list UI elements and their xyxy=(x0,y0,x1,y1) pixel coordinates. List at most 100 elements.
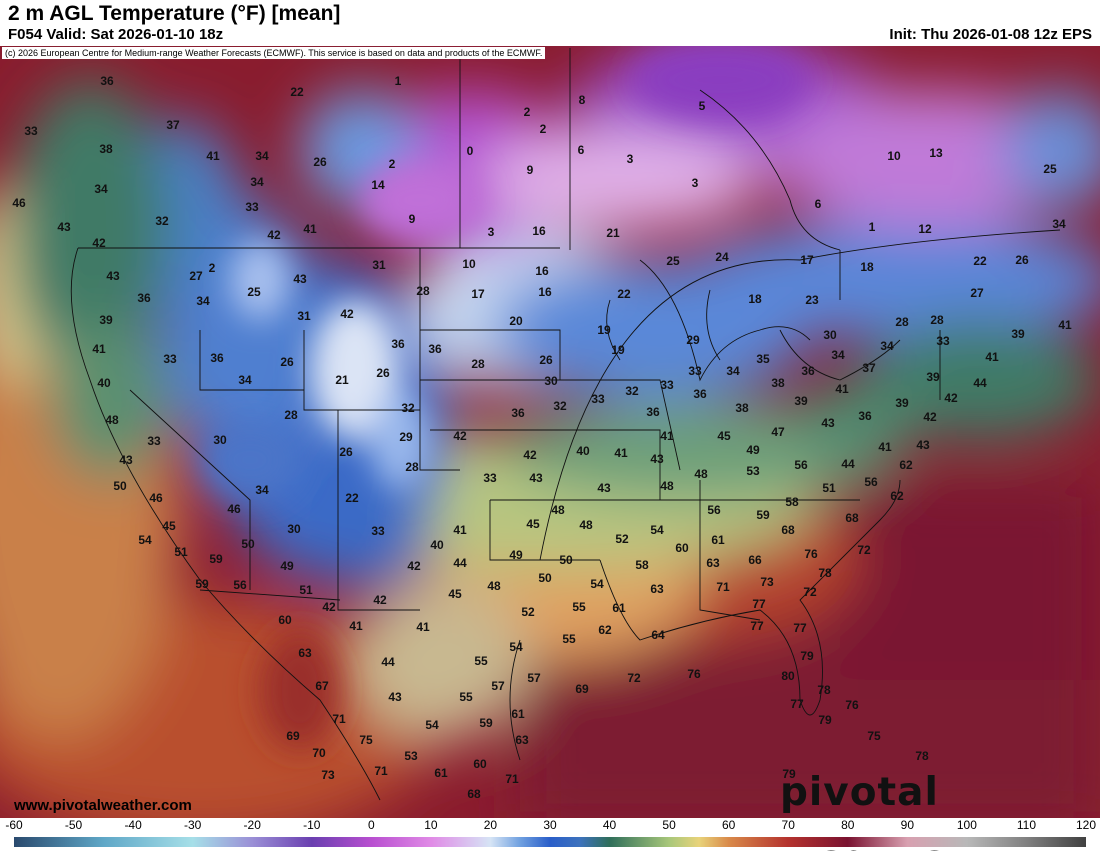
temp-value: 50 xyxy=(538,571,552,585)
temp-value: 1 xyxy=(394,74,402,88)
temperature-map[interactable] xyxy=(0,46,1100,818)
website-link[interactable]: www.pivotalweather.com xyxy=(14,797,192,814)
temp-value: 33 xyxy=(660,378,674,392)
temperature-detail xyxy=(200,46,810,750)
temp-value: 60 xyxy=(675,541,689,555)
temp-value: 42 xyxy=(453,429,467,443)
temp-value: 43 xyxy=(916,438,930,452)
temp-value: 58 xyxy=(635,558,649,572)
colorbar-tick-label: -30 xyxy=(183,818,202,832)
temp-value: 75 xyxy=(867,729,881,743)
temp-value: 71 xyxy=(374,764,388,778)
temp-value: 28 xyxy=(416,284,430,298)
temp-value: 31 xyxy=(372,258,386,272)
temp-value: 75 xyxy=(359,733,373,747)
temp-value: 34 xyxy=(250,175,264,189)
temp-value: 30 xyxy=(823,328,837,342)
temp-value: 39 xyxy=(895,396,909,410)
temp-value: 56 xyxy=(794,458,808,472)
temp-value: 72 xyxy=(857,543,871,557)
temp-value: 51 xyxy=(822,481,836,495)
temp-value: 28 xyxy=(471,357,485,371)
temp-value: 59 xyxy=(479,716,493,730)
colorbar-tick-label: 10 xyxy=(424,818,438,832)
temp-value: 54 xyxy=(590,577,604,591)
temp-value: 41 xyxy=(303,222,317,236)
temp-value: 38 xyxy=(771,376,785,390)
temp-value: 56 xyxy=(864,475,878,489)
temp-value: 43 xyxy=(119,453,133,467)
temp-value: 47 xyxy=(771,425,785,439)
colorbar-tick-label: -40 xyxy=(124,818,142,832)
temp-value: 16 xyxy=(535,264,549,278)
colorbar-tick-label: 100 xyxy=(956,818,977,832)
temp-value: 39 xyxy=(926,370,940,384)
temp-value: 48 xyxy=(551,503,565,517)
temp-value: 61 xyxy=(711,533,725,547)
temp-value: 27 xyxy=(970,286,984,300)
temp-value: 39 xyxy=(99,313,113,327)
temp-value: 57 xyxy=(527,671,541,685)
temp-value: 46 xyxy=(12,196,26,210)
temp-value: 43 xyxy=(529,471,543,485)
temp-value: 55 xyxy=(572,600,586,614)
temp-value: 36 xyxy=(210,351,224,365)
colorbar-tick-label: -50 xyxy=(64,818,83,832)
temp-value: 42 xyxy=(944,391,958,405)
temp-value: 20 xyxy=(509,314,523,328)
temp-value: 48 xyxy=(105,413,119,427)
temp-value: 42 xyxy=(523,448,537,462)
temp-value: 25 xyxy=(247,285,261,299)
temp-value: 43 xyxy=(388,690,402,704)
temp-value: 42 xyxy=(267,228,281,242)
colorbar-tick-label: -60 xyxy=(5,818,23,832)
temp-value: 19 xyxy=(597,323,611,337)
temp-value: 72 xyxy=(627,671,641,685)
temp-value: 78 xyxy=(818,566,832,580)
temp-value: 43 xyxy=(293,272,307,286)
temp-value: 59 xyxy=(195,577,209,591)
temp-value: 34 xyxy=(238,373,252,387)
colorbar-strip xyxy=(14,837,1086,847)
temp-value: 30 xyxy=(213,433,227,447)
temp-value: 78 xyxy=(817,683,831,697)
temp-value: 71 xyxy=(332,712,346,726)
temp-value: 49 xyxy=(746,443,760,457)
temp-value: 35 xyxy=(756,352,770,366)
temp-value: 30 xyxy=(287,522,301,536)
temp-value: 78 xyxy=(915,749,929,763)
temp-value: 32 xyxy=(553,399,567,413)
temperature-field xyxy=(0,46,1100,818)
colorbar-tick-label: 0 xyxy=(367,818,375,832)
temp-value: 43 xyxy=(57,220,71,234)
temp-value: 39 xyxy=(794,394,808,408)
temp-value: 32 xyxy=(401,401,415,415)
colorbar-tick-label: 40 xyxy=(602,818,617,832)
temp-value: 62 xyxy=(890,489,904,503)
temp-value: 41 xyxy=(92,342,106,356)
temp-value: 71 xyxy=(716,580,730,594)
temp-value: 73 xyxy=(760,575,774,589)
colorbar-tick-label: -20 xyxy=(243,818,261,832)
temp-value: 72 xyxy=(803,585,817,599)
temp-value: 41 xyxy=(985,350,999,364)
boundaries xyxy=(70,48,1061,801)
temp-value: 41 xyxy=(835,382,849,396)
temp-value: 18 xyxy=(860,260,874,274)
temp-value: 33 xyxy=(483,471,497,485)
temp-value: 33 xyxy=(147,434,161,448)
temp-value: 41 xyxy=(1058,318,1072,332)
temp-value: 1 xyxy=(868,220,876,234)
temp-value: 54 xyxy=(509,640,523,654)
valid-time: F054 Valid: Sat 2026-01-10 18z xyxy=(8,26,224,43)
colorbar: -60 -50 -40 -30 -20 -10 0 10 20 30 40 50 60 70 80 90 100… xyxy=(0,818,1100,850)
temp-value: 6 xyxy=(814,197,822,211)
temp-value: 50 xyxy=(241,537,255,551)
temp-value: 33 xyxy=(371,524,385,538)
temp-value: 28 xyxy=(405,460,419,474)
temp-value: 64 xyxy=(651,628,665,642)
temp-value: 3 xyxy=(487,225,495,239)
temp-value: 73 xyxy=(321,768,335,782)
temp-value: 48 xyxy=(660,479,674,493)
init-time: Init: Thu 2026-01-08 12z EPS xyxy=(889,26,1092,43)
